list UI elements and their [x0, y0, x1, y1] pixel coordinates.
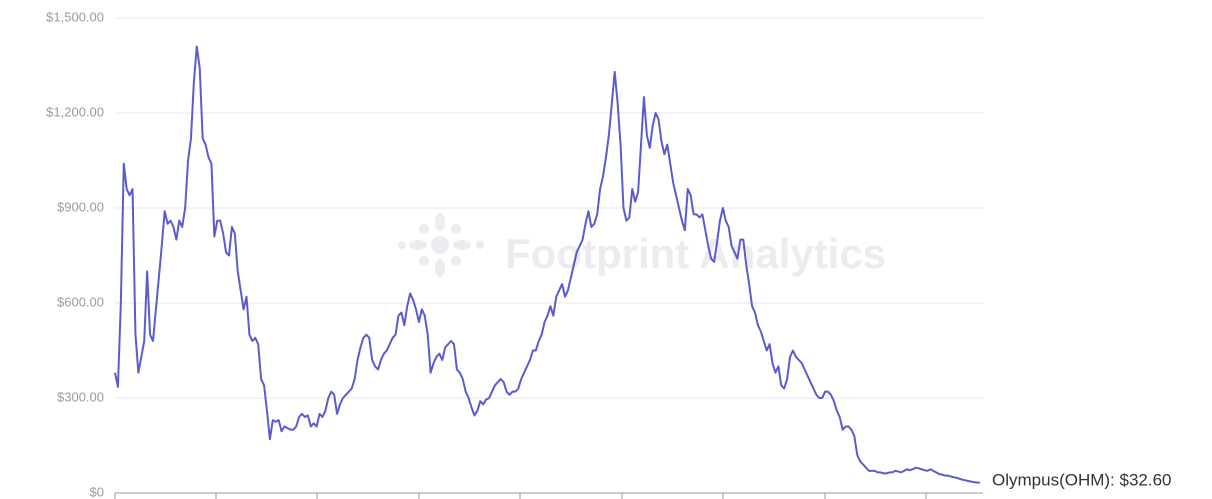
y-tick-label: $300.00	[57, 389, 104, 404]
x-axis	[114, 492, 983, 499]
price-line	[114, 45, 981, 484]
end-label: Olympus(OHM): $32.60	[992, 470, 1172, 489]
watermark: Footprint Analytics	[505, 230, 886, 277]
y-tick-label: $0	[90, 484, 104, 499]
y-tick-label: $900.00	[57, 199, 104, 214]
y-tick-label: $1,200.00	[46, 104, 104, 119]
y-tick-label: $600.00	[57, 294, 104, 309]
y-tick-label: $1,500.00	[46, 9, 104, 24]
watermark-logo	[398, 213, 484, 277]
